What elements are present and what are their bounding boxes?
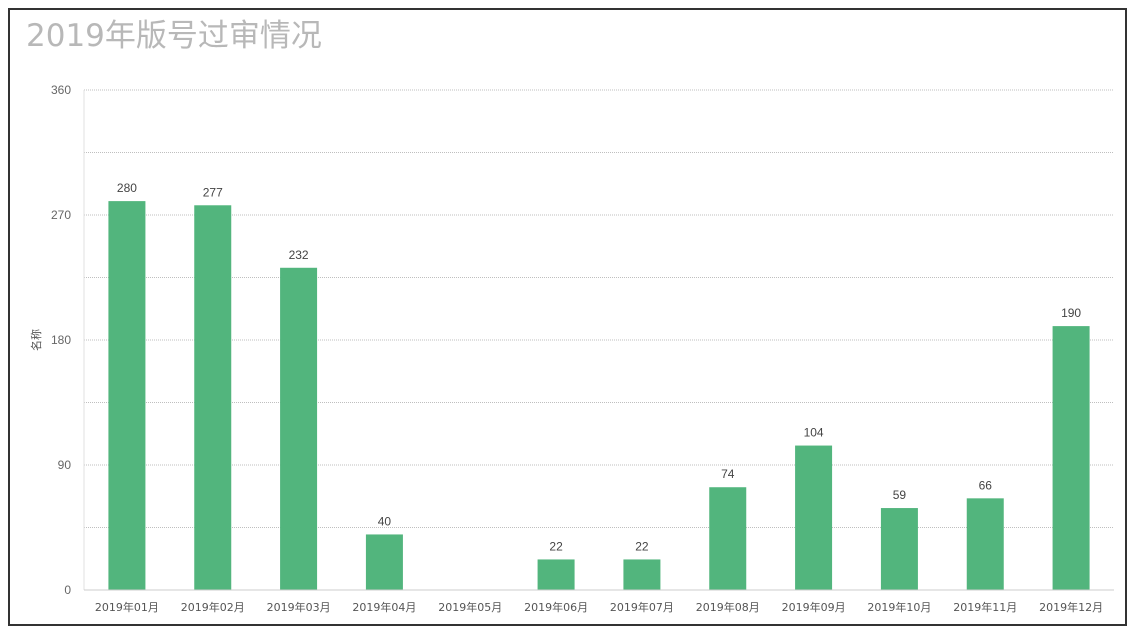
bar [623, 559, 661, 590]
x-tick-label: 2019年01月 [95, 600, 159, 614]
x-tick-label: 2019年03月 [267, 600, 331, 614]
data-label: 277 [203, 185, 223, 199]
x-tick-label: 2019年10月 [867, 600, 931, 614]
data-label: 280 [117, 181, 137, 195]
bar [280, 267, 318, 590]
data-label: 22 [549, 539, 563, 553]
bar [966, 498, 1004, 590]
bar [108, 201, 146, 590]
x-tick-label: 2019年02月 [181, 600, 245, 614]
data-label: 190 [1061, 306, 1081, 320]
bar [709, 487, 747, 590]
data-label: 104 [804, 426, 824, 440]
x-tick-label: 2019年05月 [438, 600, 502, 614]
data-label: 232 [289, 248, 309, 262]
x-tick-label: 2019年12月 [1039, 600, 1103, 614]
data-label: 66 [979, 478, 993, 492]
bar [537, 559, 575, 590]
chart-title: 2019年版号过审情况 [26, 18, 322, 54]
x-tick-label: 2019年04月 [352, 600, 416, 614]
y-tick-label: 180 [51, 333, 71, 347]
data-label: 74 [721, 467, 735, 481]
bar [194, 205, 232, 590]
y-tick-label: 0 [64, 583, 71, 597]
y-axis-ticks: 0 90 180 270 360 [51, 83, 71, 597]
x-tick-label: 2019年09月 [782, 600, 846, 614]
bars [108, 201, 1090, 590]
data-label: 40 [378, 514, 392, 528]
y-tick-label: 270 [51, 208, 71, 222]
y-tick-label: 360 [51, 83, 71, 97]
x-tick-label: 2019年07月 [610, 600, 674, 614]
y-tick-label: 90 [58, 458, 72, 472]
data-label: 22 [635, 539, 649, 553]
bar [365, 534, 403, 590]
y-axis-label: 名称 [29, 329, 43, 351]
bar [880, 508, 918, 590]
x-axis-ticks: 2019年01月 2019年02月 2019年03月 2019年04月 2019年05月… [95, 600, 1103, 614]
bar [795, 445, 833, 590]
bar [1052, 326, 1090, 590]
x-tick-label: 2019年11月 [953, 600, 1017, 614]
x-tick-label: 2019年06月 [524, 600, 588, 614]
data-label: 59 [893, 488, 907, 502]
gridlines [83, 89, 1114, 590]
x-tick-label: 2019年08月 [696, 600, 760, 614]
data-labels: 280 277 232 40 22 22 74 104 59 66 190 [117, 181, 1082, 553]
